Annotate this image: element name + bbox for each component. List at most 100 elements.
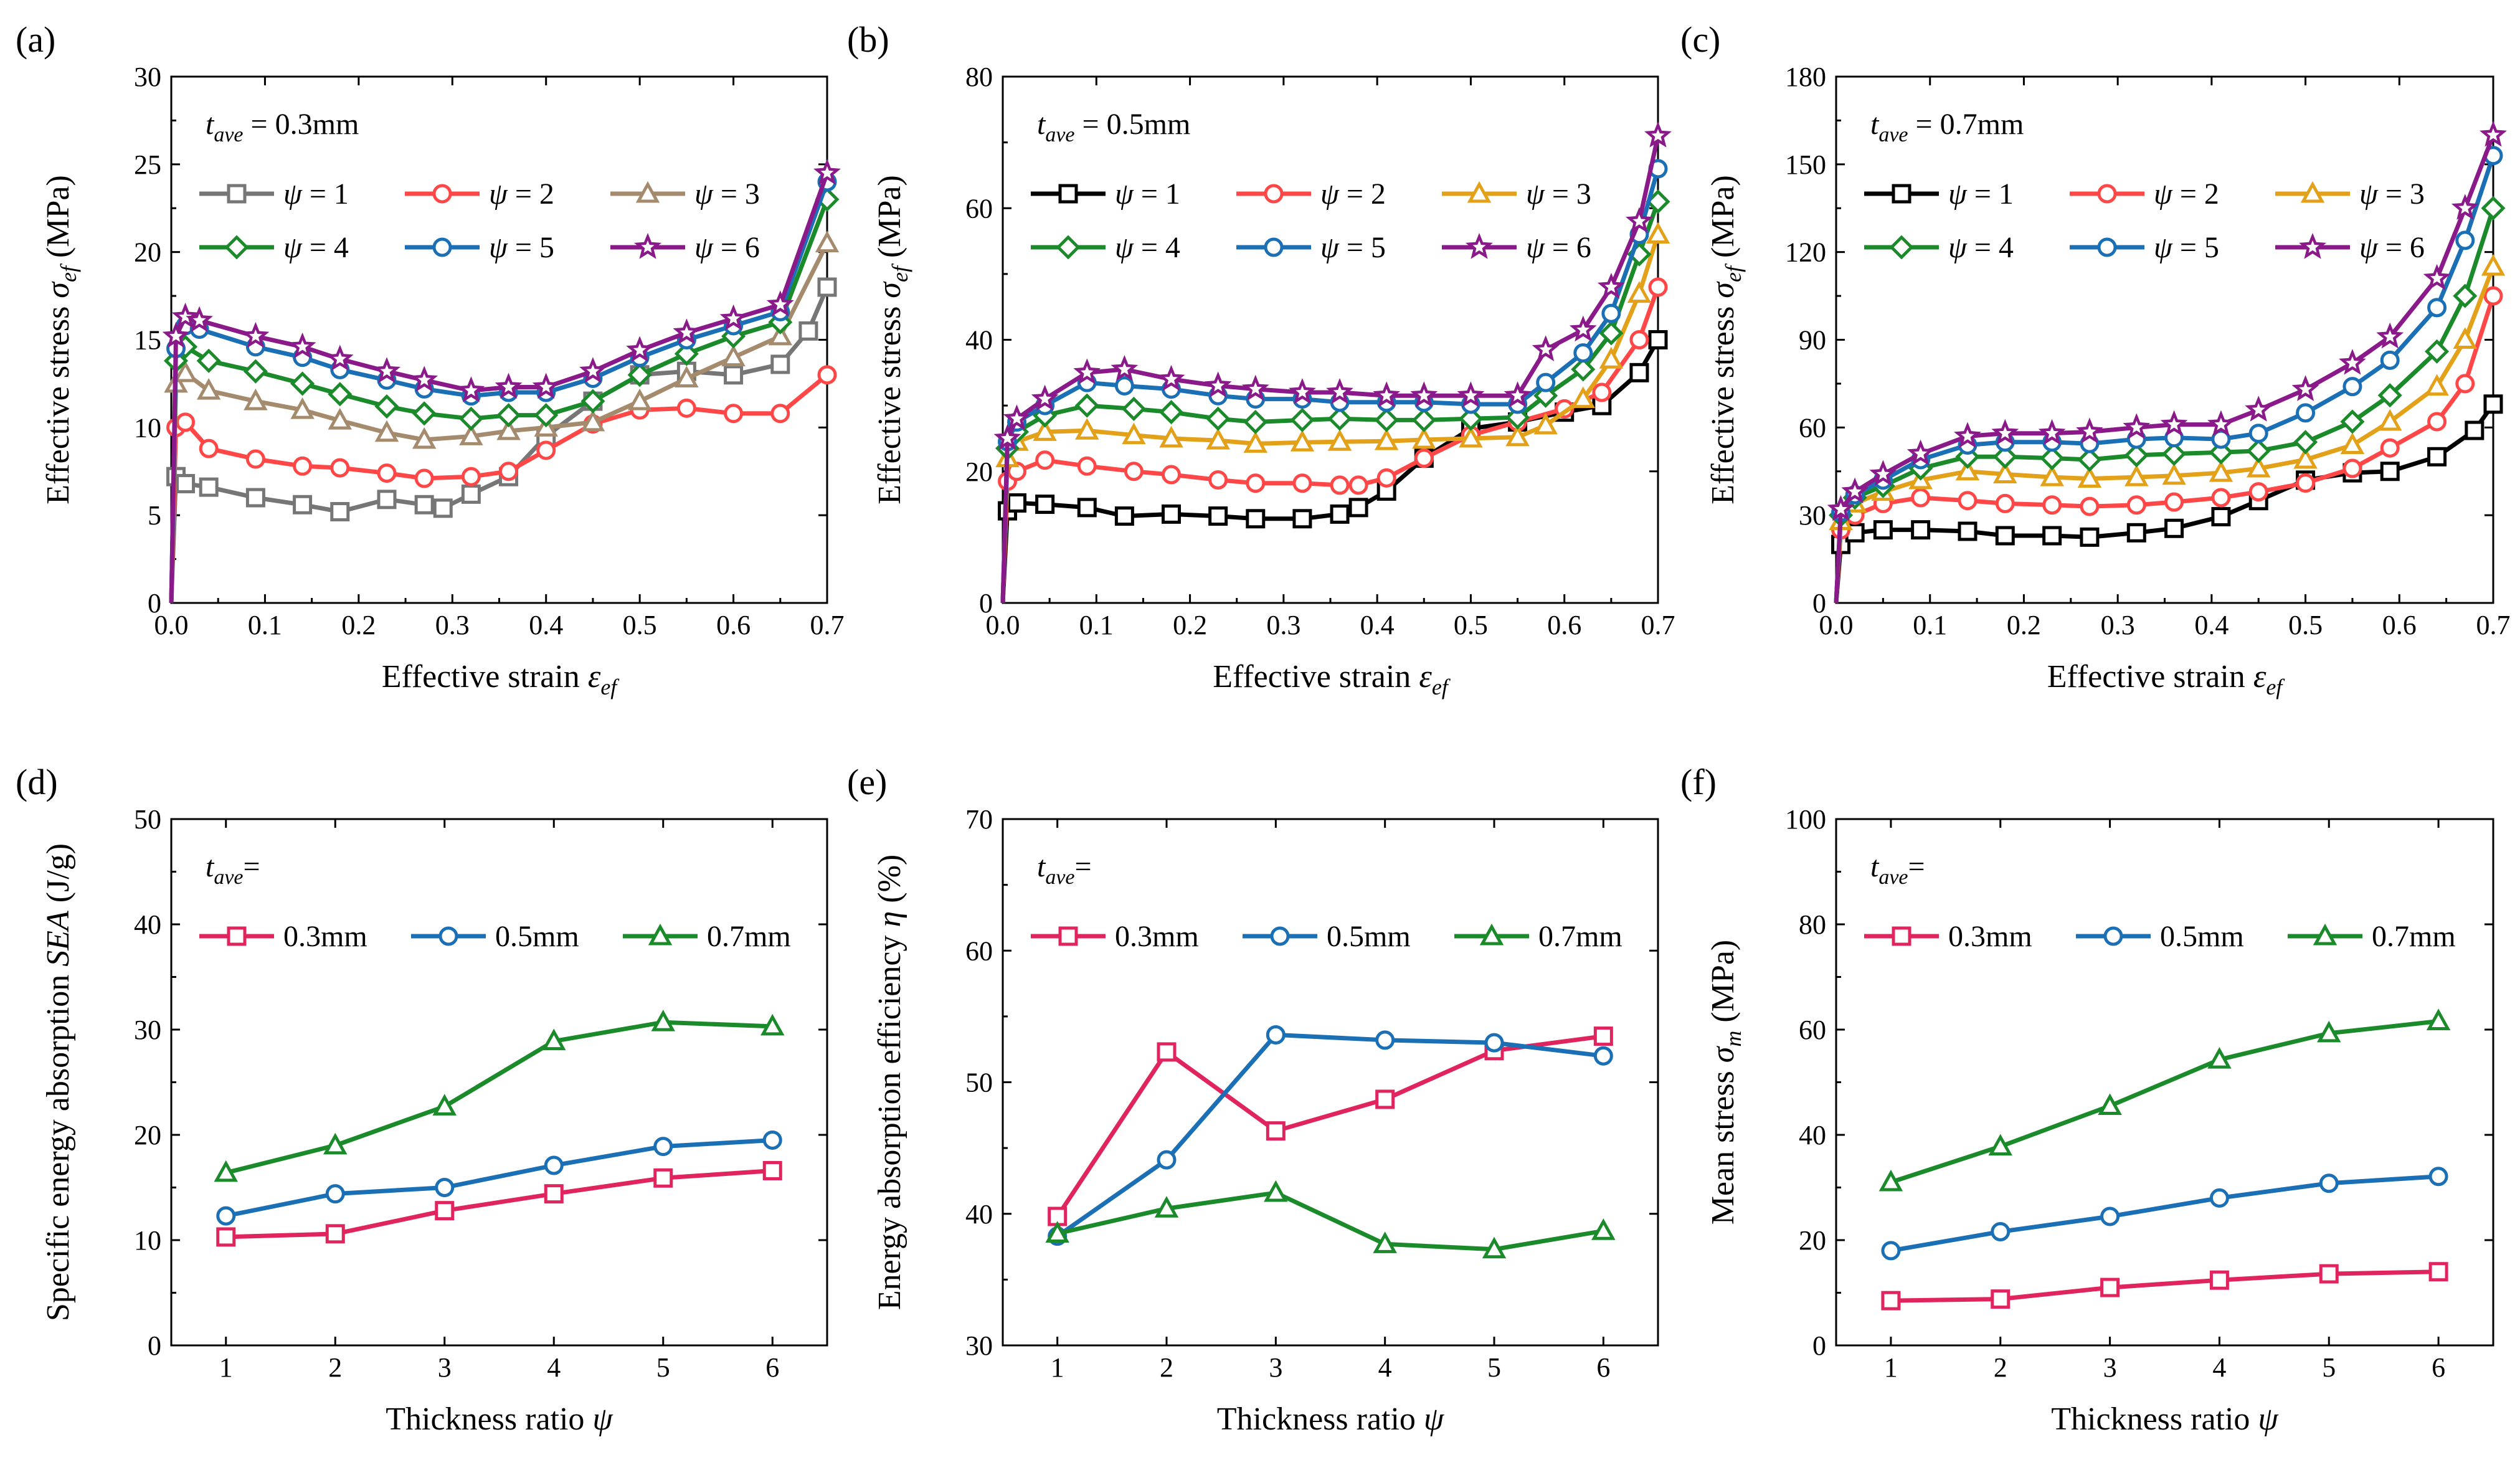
legend-entry: 0.3mm [199,920,367,953]
y-tick-label: 60 [1799,412,1826,443]
data-point [328,382,353,407]
x-tick-label: 4 [1378,1352,1392,1383]
data-point [1412,427,1436,449]
chart-panel-d: (d) 1 2 3 4 5 6 0 10 20 30 40 50 Thickness ratio ψ Spe… [16,762,828,1437]
x-tick-label: 0.7 [1641,610,1675,640]
legend-entry: ψ = 1 [199,178,349,211]
thickness-annotation: tave= [206,850,260,889]
data-point [2451,194,2479,220]
data-point [536,440,556,460]
legend-entry: 0.5mm [1243,920,1411,953]
data-point [1206,427,1230,450]
legend-entry: ψ = 2 [2070,178,2219,211]
x-tick-label: 0.1 [1913,610,1947,640]
legend-entry: 0.7mm [2288,920,2456,953]
x-axis-title: Thickness ratio ψ [386,1401,613,1437]
legend-label: 0.3mm [1948,920,2032,953]
data-point [1208,506,1228,526]
legend-label: ψ = 6 [1526,231,1591,264]
legend-label: ψ = 4 [1948,231,2014,264]
series-line [1056,1190,1604,1252]
y-axis-title: Effective stress σef (MPa) [40,175,81,505]
x-tick-label: 0.6 [2382,610,2417,640]
data-point [1114,376,1134,396]
legend-marker [1467,181,1492,203]
y-tick-label: 25 [134,149,161,180]
data-point [1122,422,1146,445]
series-1 [216,1160,782,1247]
y-tick-label: 30 [965,1330,993,1361]
data-point [377,463,397,483]
y-tick-label: 0 [1812,588,1826,619]
data-point [1601,303,1621,323]
data-point [1206,406,1231,431]
data-point [1991,419,2019,445]
data-point [196,348,221,373]
panel-label: (e) [847,762,887,802]
legend-entry: ψ = 3 [2275,178,2425,211]
data-point [1330,504,1350,524]
data-point [1536,372,1556,392]
data-point [1629,330,1649,349]
data-point [760,1013,785,1036]
data-point [2042,526,2062,546]
x-tick-label: 0.6 [716,610,751,640]
data-point [2319,1264,2339,1284]
data-point [1375,1030,1395,1050]
data-point [1246,473,1266,493]
legend-entry: ψ = 3 [610,178,760,211]
series-line [169,242,830,604]
data-point [176,412,196,432]
y-tick-label: 90 [1799,325,1826,356]
legend-marker [1479,923,1504,946]
data-point [325,1184,345,1204]
x-tick-label: 0.3 [2101,610,2135,640]
legend-marker [224,235,249,260]
y-tick-label: 30 [134,62,161,92]
data-point [1881,1241,1901,1261]
legend-entry: ψ = 2 [405,178,554,211]
data-point [1907,439,1935,466]
legend-marker [227,926,247,946]
data-point [993,424,1021,450]
legend-entry: ψ = 1 [1031,178,1180,211]
data-point [1571,386,1596,409]
data-point [1373,1231,1397,1253]
series-1 [1048,1026,1613,1226]
data-point [1157,1150,1177,1170]
data-point [432,1094,457,1116]
data-point [1243,431,1268,453]
legend-entry: ψ = 6 [610,231,760,264]
data-point [2162,463,2186,485]
series-line [1056,1032,1604,1238]
data-point [1988,1134,2012,1156]
x-axis-title: Effective strain εef [382,659,620,699]
data-point [721,344,746,367]
data-point [2209,460,2233,482]
data-point [1599,347,1624,369]
y-tick-label: 50 [134,804,161,835]
data-point [798,321,818,341]
x-tick-label: 4 [547,1352,561,1383]
data-point [2380,462,2400,481]
data-point [2481,196,2506,220]
data-point [1266,1121,1286,1141]
legend-label: ψ = 5 [1320,231,1386,264]
legend-label: ψ = 3 [1526,178,1591,211]
data-point [1246,509,1266,529]
x-tick-label: 5 [2322,1352,2336,1383]
data-point [1458,406,1483,431]
legend-entry: 0.3mm [1031,920,1199,953]
data-point [1003,404,1031,430]
data-point [762,1130,782,1150]
legend-entry: ψ = 5 [1236,231,1386,264]
data-point [2124,464,2149,486]
data-point [2040,464,2064,486]
data-point [651,1010,675,1031]
data-point [1505,424,1530,447]
y-tick-label: 20 [1799,1225,1826,1256]
data-point [2164,518,2184,538]
data-point [2080,527,2100,547]
data-point [1599,321,1624,346]
